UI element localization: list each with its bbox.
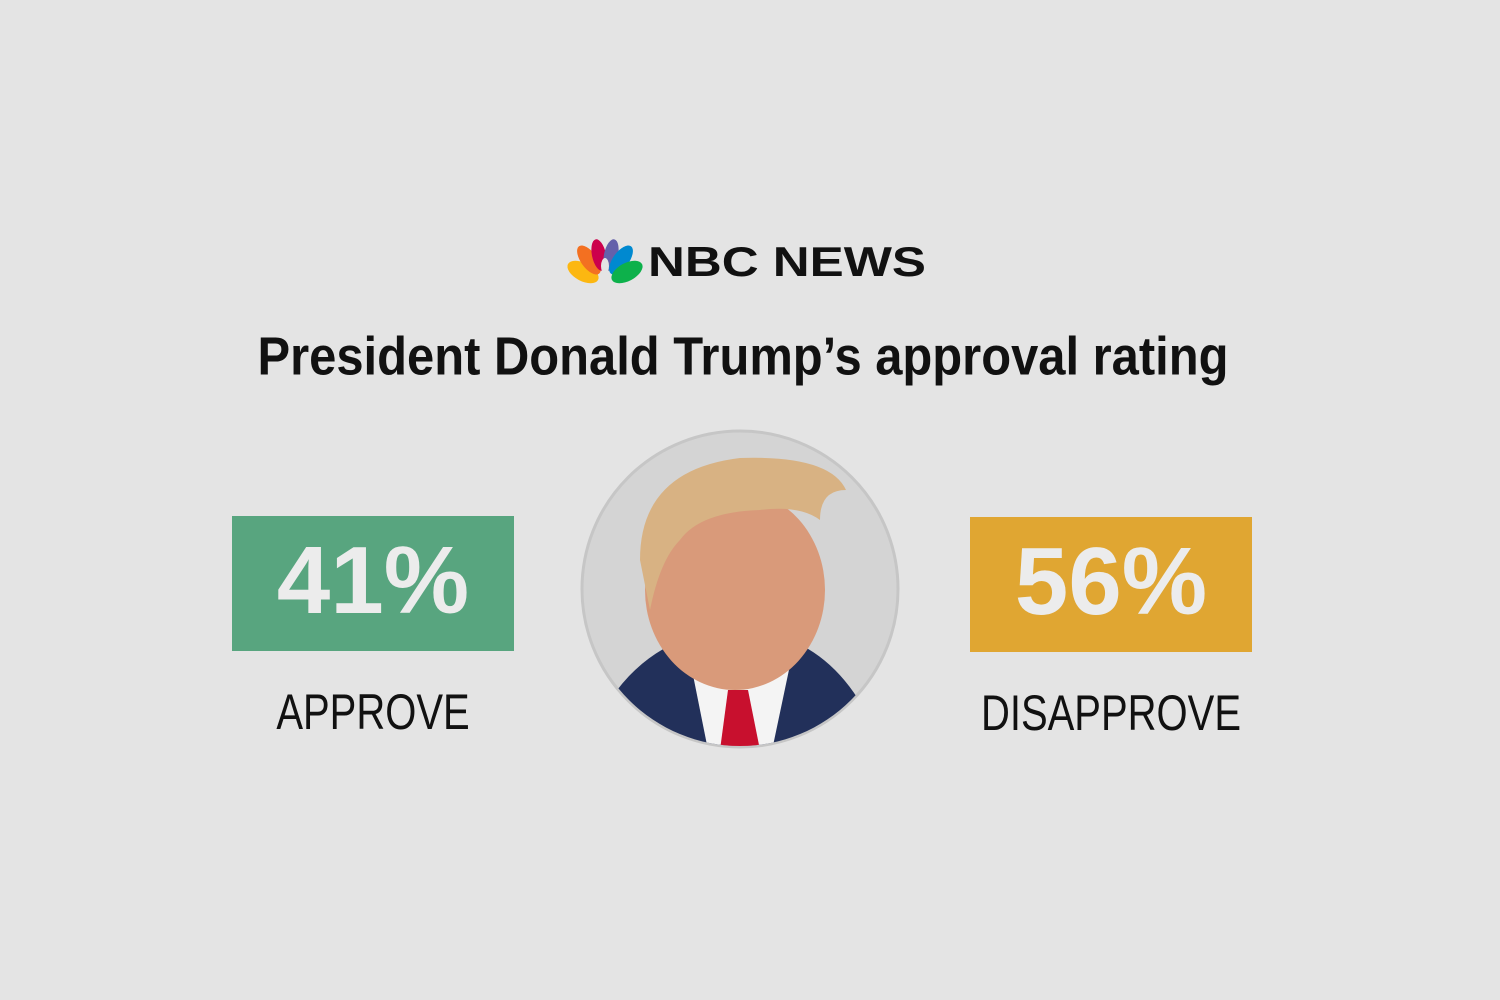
stat-label: DISAPPROVE	[981, 685, 1241, 741]
stat-value: 56%	[1015, 528, 1207, 635]
brand-name: NBC NEWS	[648, 238, 926, 285]
portrait	[580, 429, 900, 749]
title: President Donald Trump’s approval rating	[258, 326, 1229, 386]
stat-label: APPROVE	[276, 684, 469, 740]
stat-box	[970, 517, 1252, 652]
peacock-logo	[567, 239, 643, 284]
stat-value: 41%	[277, 527, 469, 634]
stat-box	[232, 516, 514, 651]
